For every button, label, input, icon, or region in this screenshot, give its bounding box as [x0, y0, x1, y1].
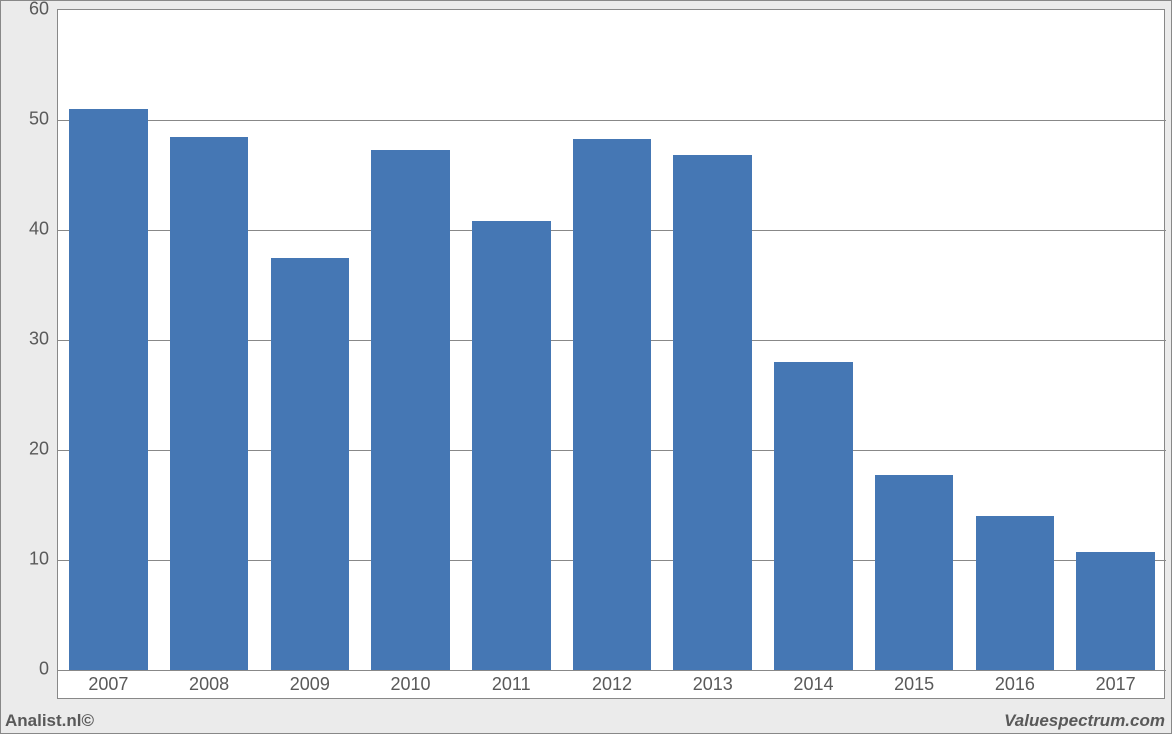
- y-tick-label: 50: [1, 109, 49, 130]
- x-tick-label: 2013: [693, 674, 733, 695]
- bar: [271, 258, 350, 671]
- y-tick-label: 0: [1, 659, 49, 680]
- y-tick-label: 10: [1, 549, 49, 570]
- x-tick-label: 2011: [492, 674, 531, 695]
- x-tick-label: 2008: [189, 674, 229, 695]
- x-tick-label: 2014: [793, 674, 833, 695]
- bars-layer: [58, 10, 1166, 670]
- bar: [875, 475, 954, 670]
- plot-area: 2007 2008 2009 2010 2011 2012 2013 2014 2015 2016…: [57, 9, 1165, 699]
- bar: [371, 150, 450, 670]
- bar: [673, 155, 752, 670]
- chart-frame: 2007200820092010201120122013201420152016…: [0, 0, 1172, 734]
- x-tick-label: 2010: [391, 674, 431, 695]
- x-tick-label: 2012: [592, 674, 632, 695]
- x-tick-label: 2016: [995, 674, 1035, 695]
- x-tick-label: 2009: [290, 674, 330, 695]
- bar: [170, 137, 249, 671]
- bar: [472, 221, 551, 670]
- footer-left: Analist.nl©: [5, 711, 94, 731]
- bar: [774, 362, 853, 670]
- x-tick-label: 2015: [894, 674, 934, 695]
- x-tick-label: 2007: [88, 674, 128, 695]
- y-tick-label: 40: [1, 219, 49, 240]
- bar: [69, 109, 148, 670]
- bar: [1076, 552, 1155, 670]
- y-tick-label: 20: [1, 439, 49, 460]
- bar: [573, 139, 652, 670]
- y-tick-label: 30: [1, 329, 49, 350]
- y-tick-label: 60: [1, 0, 49, 20]
- footer-right: Valuespectrum.com: [1004, 711, 1165, 731]
- bar: [976, 516, 1055, 670]
- x-axis-line: [58, 670, 1166, 671]
- x-tick-label: 2017: [1096, 674, 1136, 695]
